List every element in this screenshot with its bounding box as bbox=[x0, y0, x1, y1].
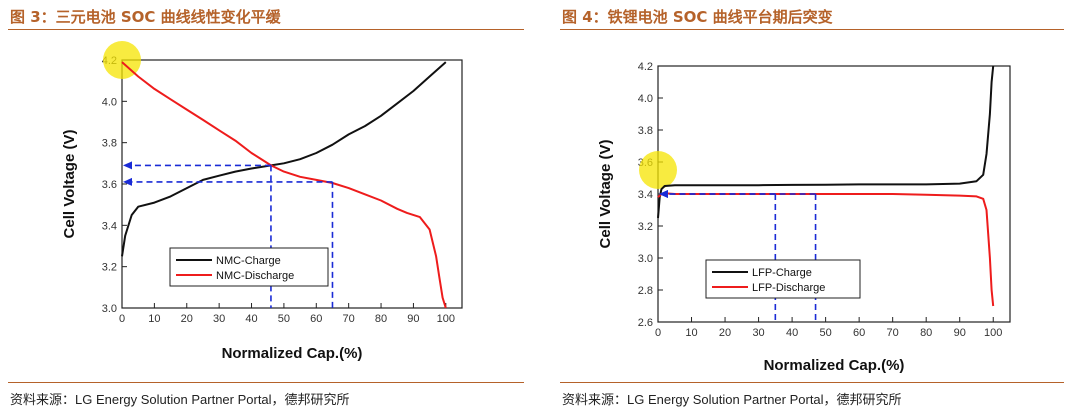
legend-label: NMC-Discharge bbox=[216, 270, 294, 282]
source-note: 资料来源：LG Energy Solution Partner Portal，德… bbox=[10, 392, 350, 407]
x-tick-label: 50 bbox=[819, 327, 831, 339]
x-tick-label: 20 bbox=[181, 313, 193, 325]
chart-title: 图 3：三元电池 SOC 曲线线性变化平缓 bbox=[10, 8, 281, 26]
x-tick-label: 30 bbox=[213, 313, 225, 325]
series-line-nmc-discharge bbox=[121, 61, 447, 309]
legend-label: NMC-Charge bbox=[216, 255, 281, 267]
title-divider bbox=[8, 29, 524, 30]
x-tick-label: 60 bbox=[853, 327, 865, 339]
x-tick-label: 40 bbox=[245, 313, 257, 325]
guide-arrowhead bbox=[123, 161, 132, 170]
x-axis-title: Normalized Cap.(%) bbox=[764, 357, 905, 374]
series-line-lfp-discharge bbox=[657, 192, 995, 307]
y-tick-label: 3.0 bbox=[102, 303, 117, 315]
y-tick-label: 2.6 bbox=[638, 317, 653, 329]
x-tick-label: 100 bbox=[984, 327, 1002, 339]
x-tick-label: 80 bbox=[375, 313, 387, 325]
series-line-nmc-charge bbox=[121, 61, 447, 257]
highlight-marker bbox=[639, 151, 677, 189]
x-tick-label: 20 bbox=[719, 327, 731, 339]
x-tick-label: 90 bbox=[407, 313, 419, 325]
y-tick-label: 3.4 bbox=[102, 220, 117, 232]
x-tick-label: 10 bbox=[148, 313, 160, 325]
legend-box bbox=[169, 247, 329, 287]
chart-panel-lfp: 图 4：铁锂电池 SOC 曲线平台期后突变 0 10 20 30 40 50 60 70 80 9… bbox=[552, 0, 1080, 412]
y-tick-label: 3.6 bbox=[102, 179, 117, 191]
x-tick-label: 30 bbox=[752, 327, 764, 339]
y-tick-label: 3.2 bbox=[102, 262, 117, 274]
y-tick-label: 3.8 bbox=[102, 138, 117, 150]
source-divider bbox=[560, 382, 1064, 383]
guide-arrowhead bbox=[659, 190, 668, 198]
chart-panel-nmc: 图 3：三元电池 SOC 曲线线性变化平缓 0 10 20 30 40 50 60 70 80 9… bbox=[8, 8, 524, 407]
x-tick-label: 60 bbox=[310, 313, 322, 325]
x-tick-label: 80 bbox=[920, 327, 932, 339]
y-tick-label: 3.4 bbox=[638, 189, 653, 201]
source-divider bbox=[8, 382, 524, 383]
x-tick-label: 40 bbox=[786, 327, 798, 339]
chart-title: 图 4：铁锂电池 SOC 曲线平台期后突变 bbox=[562, 8, 833, 26]
legend-label: LFP-Charge bbox=[752, 267, 812, 279]
nmc-soc-chart: 0 10 20 30 40 50 60 70 80 90 100 3.0 3.2 3.4 3.6 3.8 4.0… bbox=[61, 41, 463, 362]
x-tick-label: 90 bbox=[954, 327, 966, 339]
x-tick-label: 10 bbox=[685, 327, 697, 339]
x-tick-label: 50 bbox=[278, 313, 290, 325]
x-tick-label: 70 bbox=[343, 313, 355, 325]
y-tick-label: 3.0 bbox=[638, 253, 653, 265]
x-tick-label: 0 bbox=[655, 327, 661, 339]
y-axis-title: Cell Voltage (V) bbox=[597, 140, 614, 249]
y-tick-label: 4.0 bbox=[102, 96, 117, 108]
x-axis-title: Normalized Cap.(%) bbox=[222, 345, 363, 362]
x-tick-label: 70 bbox=[887, 327, 899, 339]
series-line-lfp-charge bbox=[657, 65, 995, 219]
y-tick-label: 3.8 bbox=[638, 125, 653, 137]
guide-arrowhead bbox=[123, 177, 132, 186]
x-tick-label: 100 bbox=[437, 313, 455, 325]
title-divider bbox=[560, 29, 1064, 30]
y-tick-label: 2.8 bbox=[638, 285, 653, 297]
source-note: 资料来源：LG Energy Solution Partner Portal，德… bbox=[562, 392, 902, 407]
x-tick-label: 0 bbox=[119, 313, 125, 325]
legend-label: LFP-Discharge bbox=[752, 282, 825, 294]
y-tick-label: 4.0 bbox=[638, 93, 653, 105]
y-tick-label: 3.2 bbox=[638, 221, 653, 233]
legend-box bbox=[705, 259, 861, 299]
y-tick-label: 4.2 bbox=[638, 61, 653, 73]
lfp-soc-chart: 01020304050607080901002.62.83.03.23.43.6… bbox=[597, 61, 1011, 374]
y-axis-title: Cell Voltage (V) bbox=[61, 130, 78, 239]
